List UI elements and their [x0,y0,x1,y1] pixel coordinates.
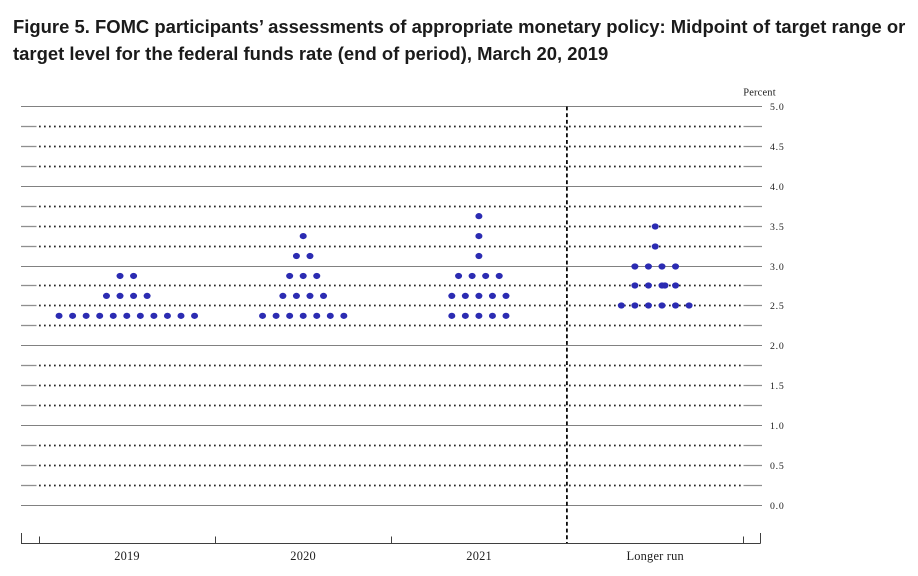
svg-text:1.5: 1.5 [770,381,785,392]
svg-text:5.0: 5.0 [770,102,785,113]
svg-text:4.0: 4.0 [770,182,785,193]
svg-text:2.0: 2.0 [770,341,785,352]
svg-text:2019: 2019 [114,549,140,563]
svg-text:2.5: 2.5 [770,301,785,312]
svg-text:2021: 2021 [466,549,492,563]
svg-text:Percent: Percent [743,88,776,99]
svg-text:2020: 2020 [290,549,316,563]
svg-text:3.5: 3.5 [770,222,785,233]
svg-text:Longer run: Longer run [626,549,683,563]
svg-text:3.0: 3.0 [770,262,785,273]
svg-text:0.0: 0.0 [770,501,785,512]
svg-text:1.0: 1.0 [770,421,785,432]
svg-text:0.5: 0.5 [770,461,785,472]
svg-text:4.5: 4.5 [770,142,785,153]
